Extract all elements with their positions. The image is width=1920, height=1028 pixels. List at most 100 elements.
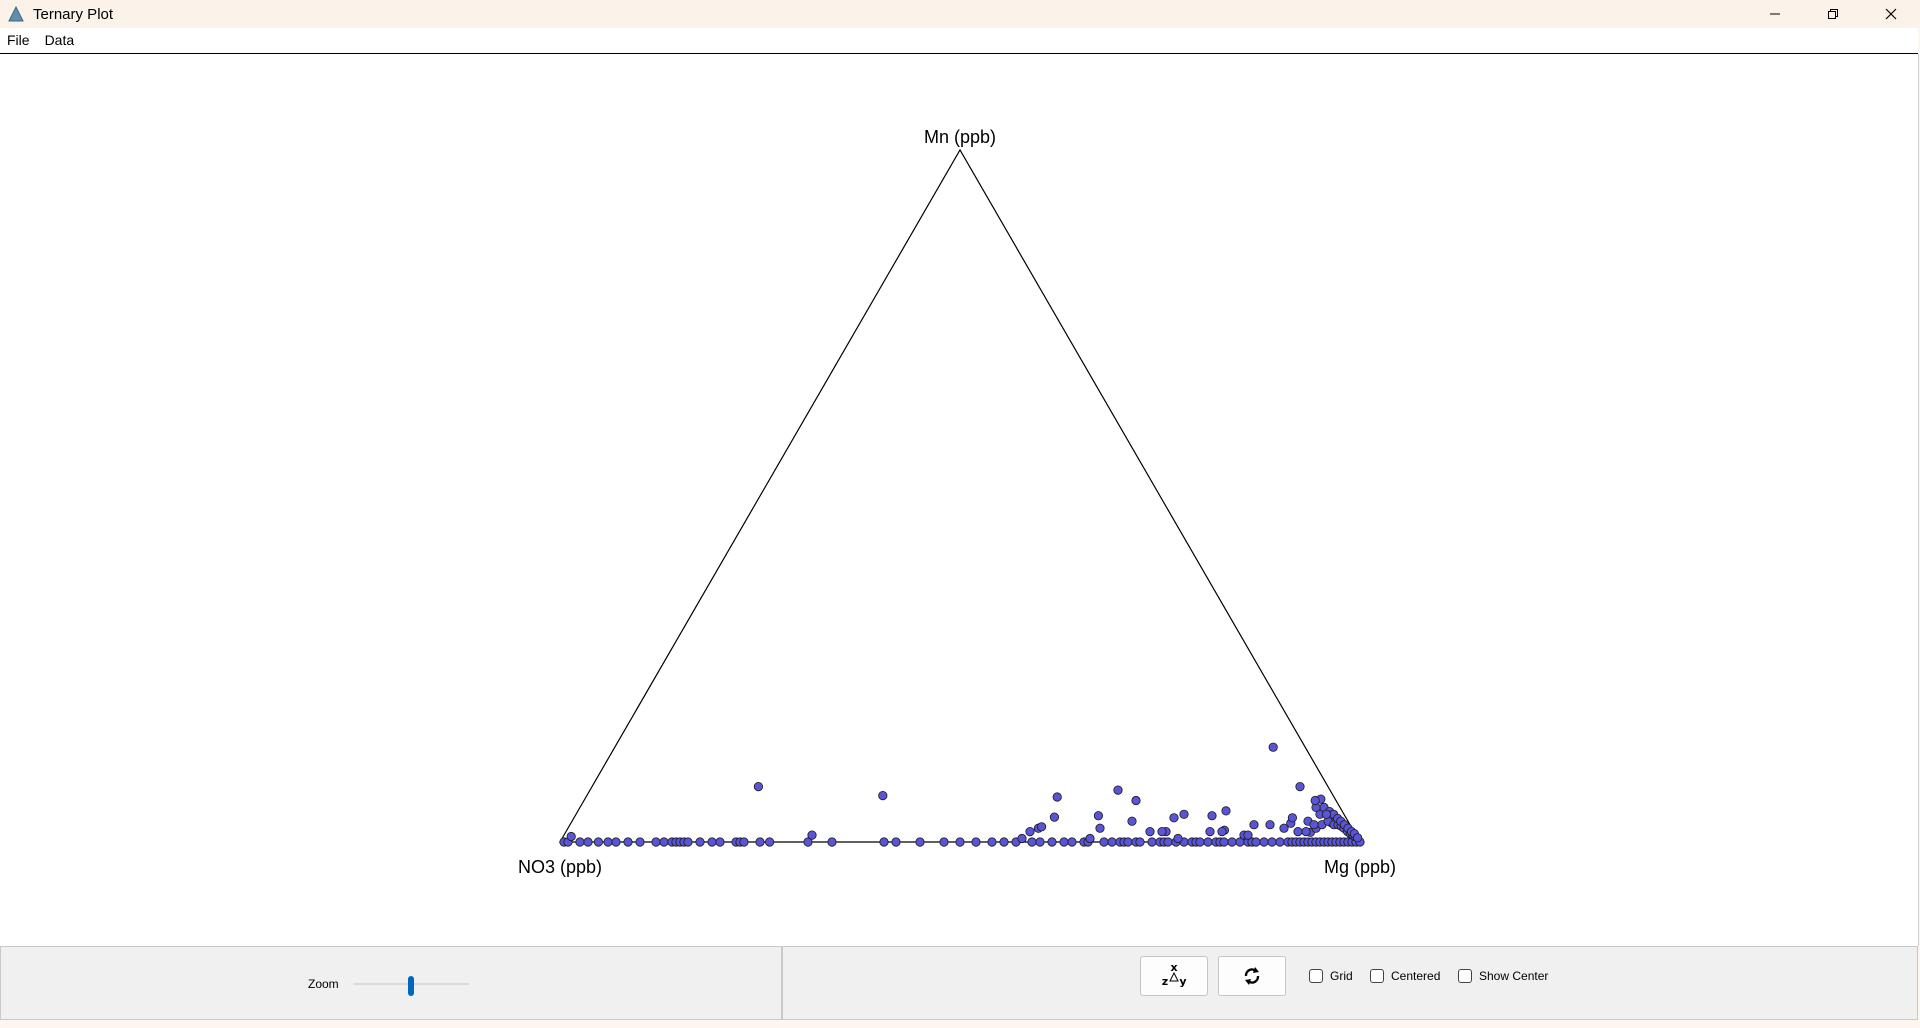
data-point [1243,830,1253,840]
data-point [683,837,693,847]
data-point [1275,837,1285,847]
plot-area[interactable]: Mn (ppb) NO3 (ppb) Mg (ppb) [0,54,1919,946]
restore-button[interactable] [1804,0,1862,28]
centered-checkbox[interactable]: Centered [1370,969,1440,983]
data-point [755,837,765,847]
data-point [764,837,775,847]
grid-checkbox-label: Grid [1330,969,1353,983]
zoom-panel: Zoom [0,946,782,1020]
data-point [1195,837,1205,847]
data-point [1127,816,1137,826]
data-point [1047,837,1057,847]
data-point [651,837,661,847]
data-point [891,837,901,847]
data-point [575,837,585,847]
controls-panel: x z y Grid Centered Show Center [782,946,1918,1020]
svg-text:x: x [1170,961,1177,974]
data-point [939,837,949,847]
data-point [1017,833,1027,844]
data-point [603,837,613,847]
zoom-slider[interactable] [353,976,469,996]
data-point [1025,826,1035,837]
data-point [1049,812,1060,822]
centered-checkbox-label: Centered [1391,969,1441,983]
swap-axes-icon: x z y [1162,961,1187,988]
data-point [753,781,764,792]
data-point [1131,795,1141,806]
data-point [1301,826,1311,837]
data-point [1147,837,1157,847]
show-center-checkbox-label: Show Center [1479,969,1549,983]
menu-bar: File Data [0,28,1918,54]
data-point [739,837,749,847]
data-point [1113,785,1123,795]
data-point [1052,792,1062,802]
svg-text:y: y [1179,975,1186,988]
top-vertex-label: Mn (ppb) [924,127,996,147]
bottom-right-vertex-label: Mg (ppb) [1324,857,1396,877]
data-point [707,837,717,847]
show-center-checkbox-box[interactable] [1458,969,1472,983]
data-point [1287,813,1298,823]
data-point [566,831,576,842]
data-point [1309,820,1319,830]
data-point [1265,820,1275,830]
data-point [623,837,633,847]
data-point [879,837,889,847]
ternary-triangle [558,148,1362,843]
data-point [1205,826,1215,837]
data-point [999,837,1009,847]
show-center-checkbox[interactable]: Show Center [1458,969,1548,983]
swap-axes-button[interactable]: x z y [1140,956,1208,996]
minimize-icon [1770,13,1780,15]
zoom-label: Zoom [308,977,339,991]
data-point [1259,837,1269,847]
data-point [1095,823,1105,833]
close-icon [1885,8,1897,20]
data-point [1321,809,1332,819]
data-point [1037,822,1047,832]
grid-checkbox[interactable]: Grid [1309,969,1353,983]
bottom-toolbar: Zoom x z y Grid [0,946,1918,1020]
data-point [593,837,604,847]
title-bar: Ternary Plot [0,0,1920,28]
data-point [1207,811,1217,821]
data-point [1353,833,1363,843]
centered-checkbox-box[interactable] [1370,969,1384,983]
triangle-app-icon [8,6,24,22]
data-point [715,837,725,847]
data-point [1093,811,1104,821]
data-point [1203,837,1213,847]
bottom-left-vertex-label: NO3 (ppb) [518,857,602,877]
data-point [1173,833,1183,844]
data-point [611,837,621,847]
data-point [1227,837,1237,847]
rotate-button[interactable] [1218,956,1286,996]
data-point [1217,826,1227,837]
window-title: Ternary Plot [33,5,114,23]
data-point [1279,823,1289,833]
data-point [1219,837,1229,847]
zoom-slider-thumb[interactable] [408,976,414,996]
data-point [1221,806,1231,816]
minimize-button[interactable] [1746,0,1804,28]
data-point [1145,826,1155,837]
data-point [1085,833,1095,844]
data-point [1268,742,1278,752]
data-point [1035,837,1045,847]
data-points [559,742,1365,847]
data-point [659,837,669,847]
grid-checkbox-box[interactable] [1309,969,1323,983]
ternary-plot[interactable]: Mn (ppb) NO3 (ppb) Mg (ppb) [0,54,1918,946]
data-point [1059,837,1069,847]
svg-text:z: z [1162,975,1168,988]
menu-file[interactable]: File [7,32,30,48]
data-point [1107,837,1117,847]
data-point [1163,837,1173,847]
close-button[interactable] [1862,0,1920,28]
menu-data[interactable]: Data [44,32,75,48]
data-point [1293,826,1303,837]
data-point [1135,837,1145,847]
data-point [1179,809,1189,819]
window-controls [1746,0,1920,28]
